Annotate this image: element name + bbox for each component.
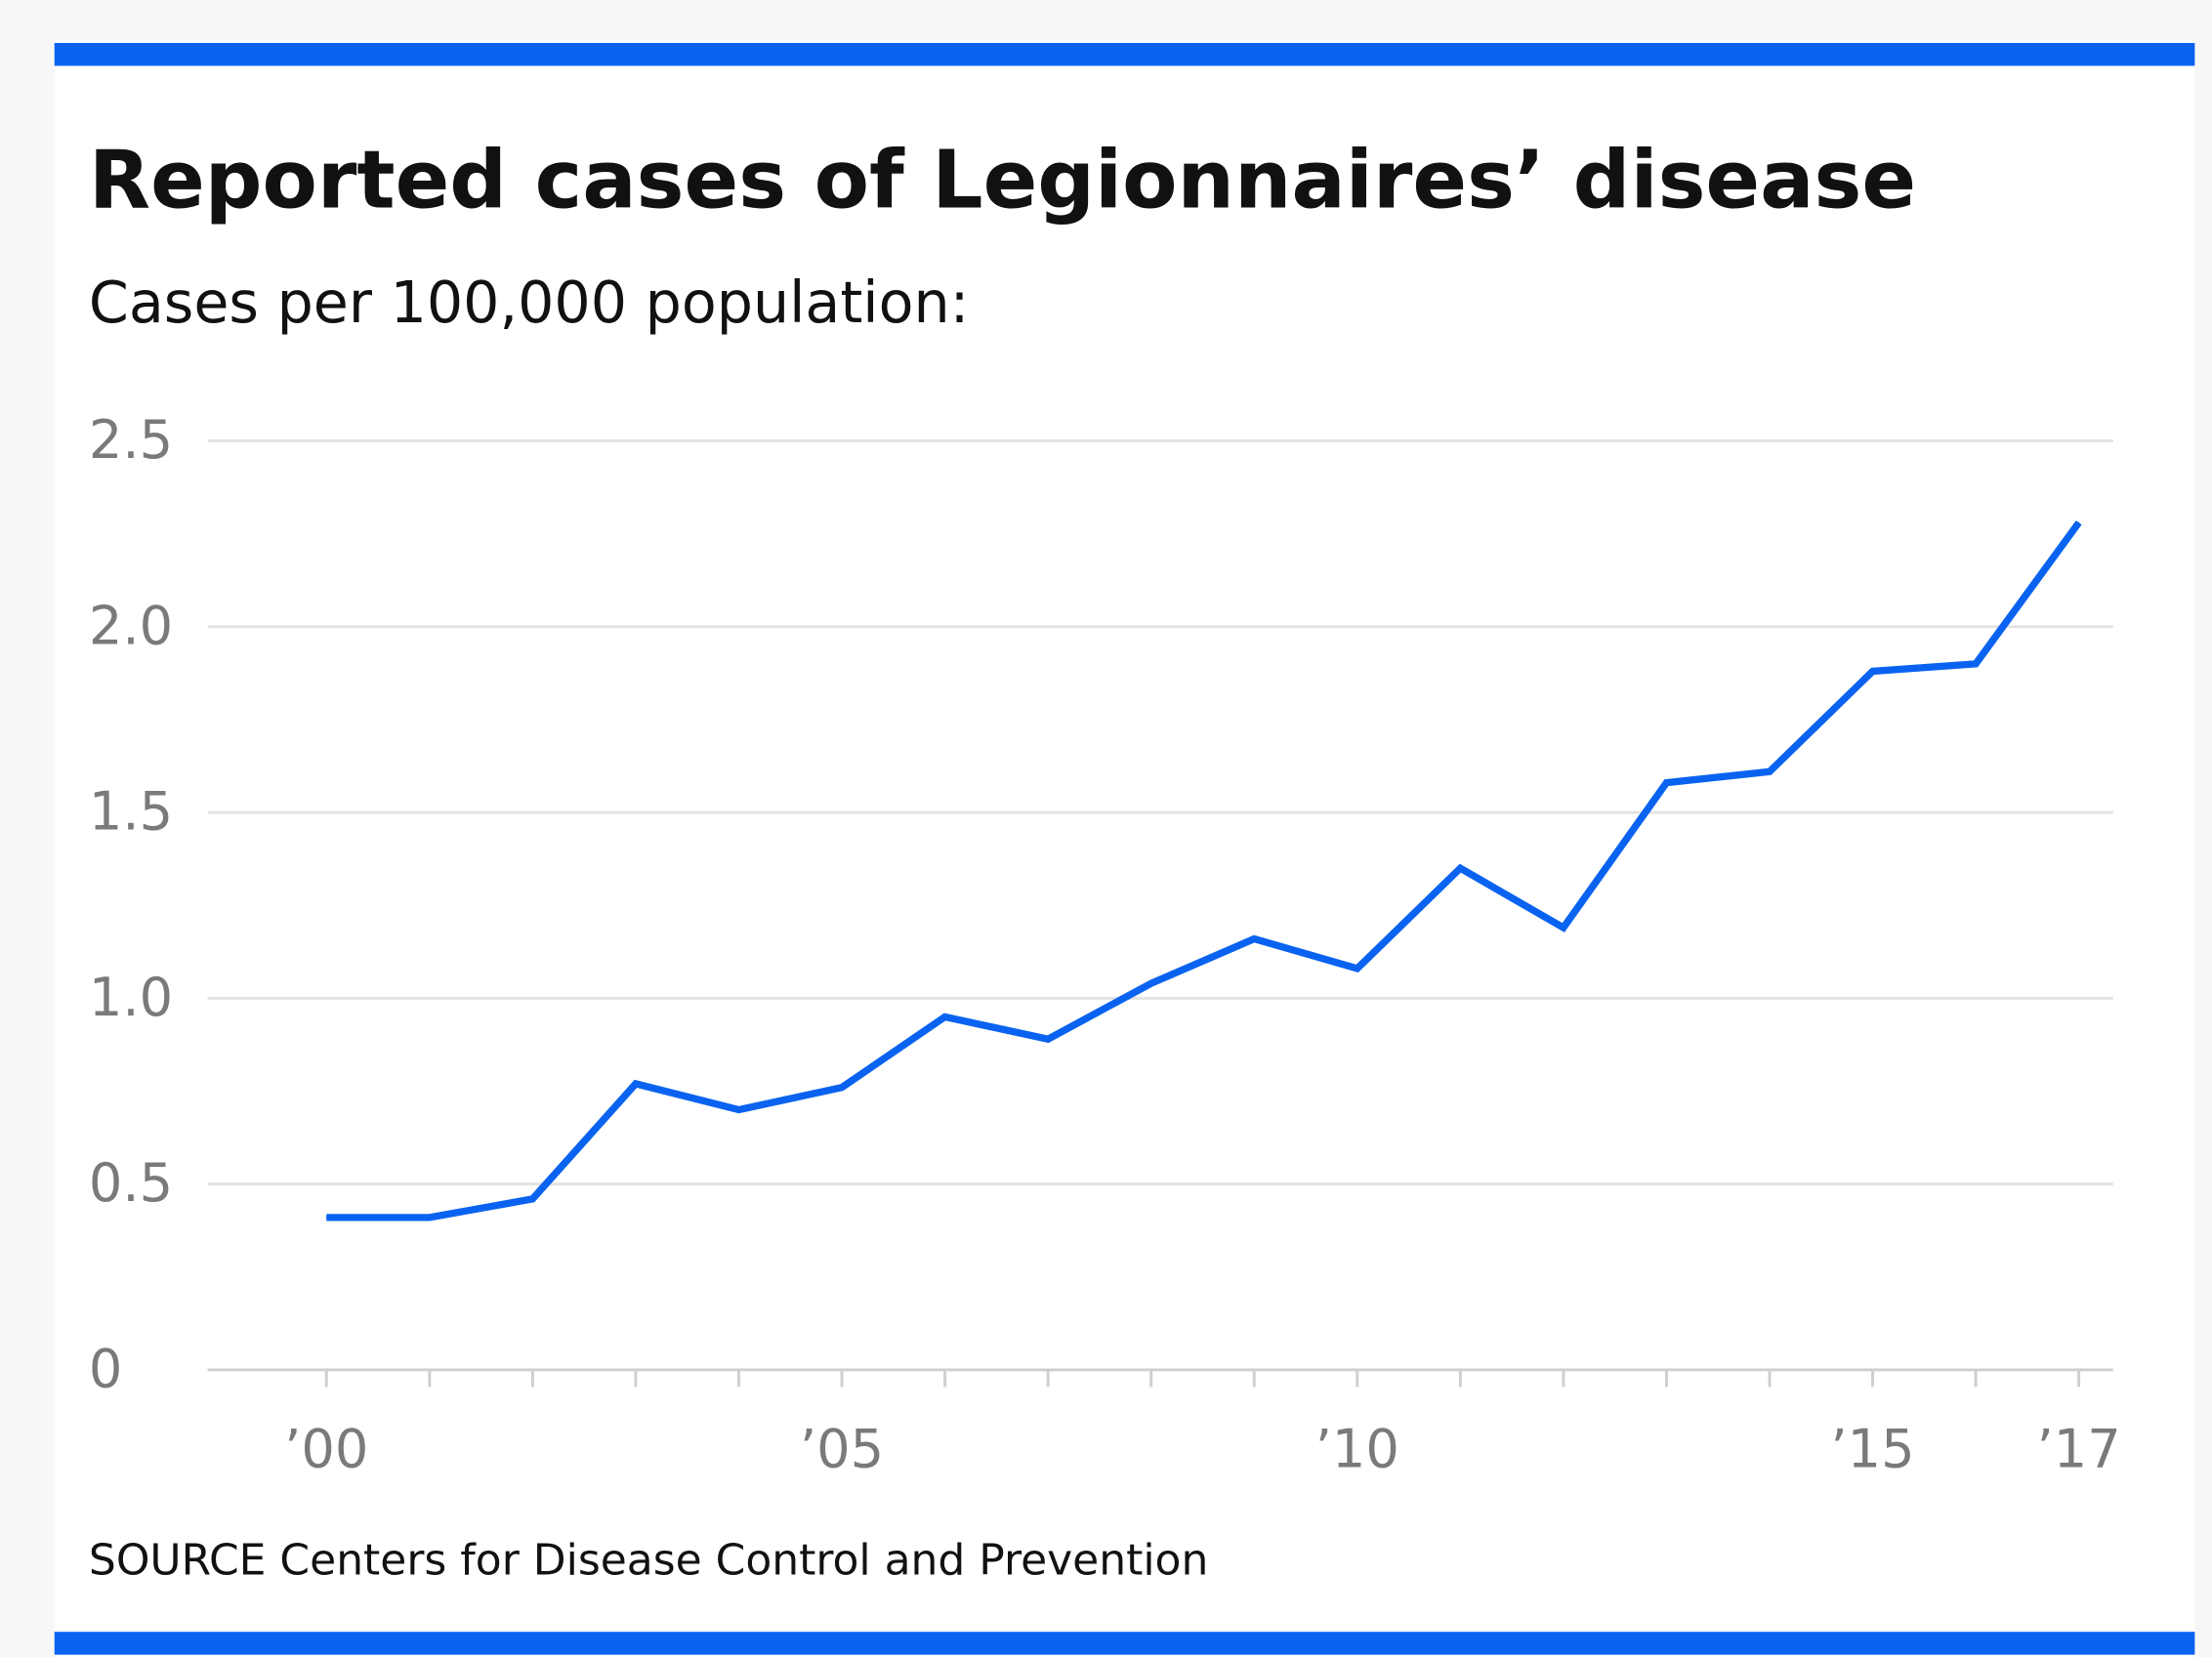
data-point bbox=[1769, 770, 1771, 772]
x-tick-label: ’10 bbox=[1315, 1419, 1399, 1480]
x-tick-label: ’00 bbox=[284, 1419, 368, 1480]
x-tick-label: ’05 bbox=[800, 1419, 884, 1480]
data-point bbox=[1149, 982, 1152, 984]
y-tick-label: 2.0 bbox=[89, 595, 173, 656]
y-tick-label: 0.5 bbox=[89, 1152, 173, 1214]
data-point bbox=[841, 1086, 843, 1089]
data-point bbox=[1459, 867, 1462, 869]
data-point bbox=[737, 1108, 740, 1111]
data-point bbox=[1975, 663, 1977, 665]
data-point bbox=[1047, 1038, 1049, 1040]
data-point bbox=[1563, 927, 1565, 929]
x-axis-ticks: ’00 ’05 ’10 ’15 ’17 bbox=[284, 1369, 2121, 1480]
data-point bbox=[1871, 670, 1874, 673]
data-point bbox=[429, 1217, 431, 1219]
x-tick-label: ’15 bbox=[1830, 1419, 1914, 1480]
data-point bbox=[635, 1083, 637, 1085]
data-point bbox=[1253, 937, 1255, 940]
chart-title: Reported cases of Legionnaires’ disease bbox=[89, 135, 1916, 228]
bottom-accent-bar bbox=[54, 1632, 2195, 1655]
y-tick-label: 1.5 bbox=[89, 781, 173, 843]
series-line bbox=[326, 520, 2082, 1222]
y-tick-label: 0 bbox=[89, 1339, 123, 1400]
data-point bbox=[531, 1198, 534, 1200]
gridlines bbox=[207, 439, 2113, 1372]
y-tick-label: 1.0 bbox=[89, 967, 173, 1028]
top-accent-bar bbox=[54, 42, 2195, 66]
data-point bbox=[1665, 781, 1668, 784]
x-tick-label: ’17 bbox=[2036, 1419, 2120, 1480]
chart-subtitle: Cases per 100,000 population: bbox=[89, 269, 969, 336]
data-point bbox=[325, 1217, 328, 1219]
source-note: SOURCE Centers for Disease Control and P… bbox=[89, 1536, 1208, 1586]
card-background bbox=[54, 40, 2195, 1657]
data-point bbox=[2077, 521, 2080, 523]
series-layer bbox=[325, 520, 2082, 1222]
y-axis-ticks: 0 0.5 1.0 1.5 2.0 2.5 bbox=[89, 409, 173, 1399]
y-tick-label: 2.5 bbox=[89, 409, 173, 471]
data-point bbox=[943, 1015, 946, 1018]
data-point bbox=[1356, 968, 1358, 970]
